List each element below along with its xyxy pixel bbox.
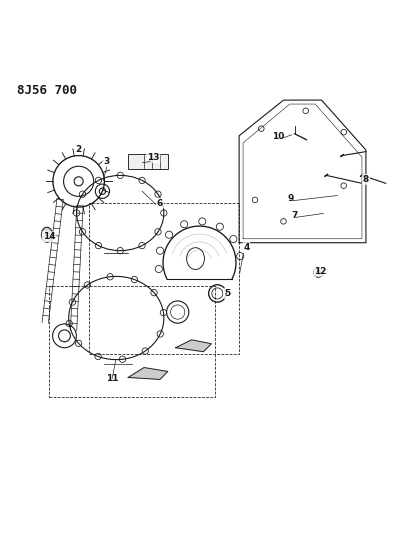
Text: 3: 3 xyxy=(103,157,109,166)
Text: 13: 13 xyxy=(147,153,159,162)
Text: 8: 8 xyxy=(363,175,369,184)
Text: 10: 10 xyxy=(272,132,284,141)
Polygon shape xyxy=(128,368,168,379)
Ellipse shape xyxy=(41,227,53,243)
Text: 4: 4 xyxy=(243,243,249,252)
Circle shape xyxy=(74,177,83,186)
Bar xyxy=(89,203,239,354)
Text: 5: 5 xyxy=(224,289,230,298)
Text: 11: 11 xyxy=(106,374,119,383)
Text: 14: 14 xyxy=(43,232,55,241)
Polygon shape xyxy=(176,340,211,352)
Bar xyxy=(128,154,168,169)
Text: 8J56 700: 8J56 700 xyxy=(17,84,77,97)
Circle shape xyxy=(59,330,71,342)
Text: 6: 6 xyxy=(157,199,163,208)
Bar xyxy=(49,286,215,397)
Text: 7: 7 xyxy=(291,211,298,220)
Text: 2: 2 xyxy=(75,145,82,154)
Text: 9: 9 xyxy=(287,194,294,203)
Text: 12: 12 xyxy=(314,266,327,276)
